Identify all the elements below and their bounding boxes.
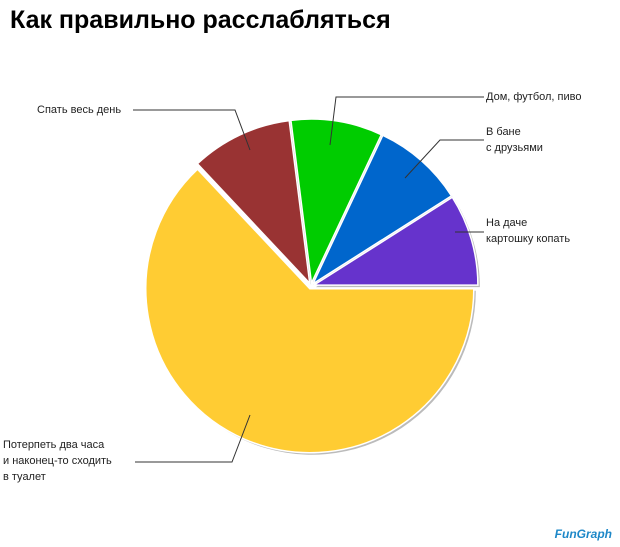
leader-lines [133,96,484,463]
leader-line [135,414,251,463]
slice-label: Потерпеть два часа и наконец-то сходить … [3,439,112,483]
slice-label: В бане с друзьями [486,126,543,154]
pie-slice [311,196,479,286]
pie-slice [290,118,383,286]
leader-line [133,109,251,151]
slice-label: На даче картошку копать [486,217,571,245]
slice-label: Спать весь день [37,104,122,116]
pie-slice [145,168,475,454]
leader-line [329,96,484,146]
leader-line [404,139,484,179]
watermark: FunGraph [554,527,612,541]
pie-slice [196,119,311,286]
chart-title: Как правильно расслабляться [10,6,391,34]
slice-label: Дом, футбол, пиво [486,91,582,103]
